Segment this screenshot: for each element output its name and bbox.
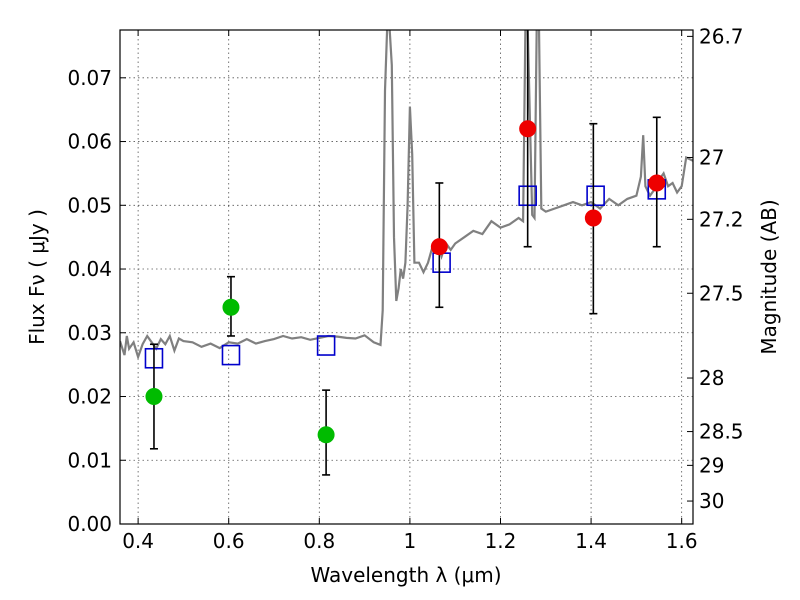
y-tick-label: 0.07 xyxy=(67,66,112,90)
y-tick-label: 0.04 xyxy=(67,257,112,281)
x-tick-label: 1.4 xyxy=(575,529,607,553)
right-tick-label: 27.5 xyxy=(699,281,744,305)
right-tick-label: 29 xyxy=(699,453,724,477)
y-axis-right-label: Magnitude (AB) xyxy=(757,199,781,354)
detection-point xyxy=(145,388,163,406)
x-axis-label: Wavelength λ (μm) xyxy=(310,563,501,587)
model-square xyxy=(221,344,241,366)
right-tick-label: 26.7 xyxy=(699,24,744,48)
detection-point xyxy=(584,209,602,227)
detection-point xyxy=(430,238,448,256)
photometry-layer xyxy=(144,30,667,476)
y-tick-label: 0.03 xyxy=(67,321,112,345)
spectrum-layer xyxy=(120,30,693,361)
axis-ticks: 0.4 0.6 0.8 1 1.2 1.4 1.6 0.00 0.01 0.02 0.03 0.04 0… xyxy=(67,24,743,553)
right-tick-label: 30 xyxy=(699,489,724,513)
detection-point xyxy=(648,174,666,192)
y-tick-label: 0.01 xyxy=(67,448,112,472)
x-tick-label: 1.6 xyxy=(666,529,698,553)
right-tick-label: 28 xyxy=(699,366,724,390)
x-tick-label: 0.6 xyxy=(213,529,245,553)
grid-lines xyxy=(120,30,693,525)
x-tick-label: 1 xyxy=(404,529,417,553)
model-square xyxy=(316,335,336,356)
x-tick-label: 0.8 xyxy=(303,529,335,553)
model-square xyxy=(586,185,605,207)
y-tick-label: 0.02 xyxy=(67,385,112,409)
detection-point xyxy=(519,120,537,138)
right-tick-label: 28.5 xyxy=(699,420,744,444)
detection-point xyxy=(222,298,240,316)
y-axis-label: Flux Fν ( μJy ) xyxy=(25,209,49,345)
x-tick-label: 0.4 xyxy=(122,529,154,553)
detection-point xyxy=(317,426,335,444)
y-tick-label: 0.00 xyxy=(67,512,112,536)
y-tick-label: 0.05 xyxy=(67,193,112,217)
x-tick-label: 1.2 xyxy=(485,529,517,553)
right-tick-label: 27.2 xyxy=(699,207,744,231)
spectrum-line xyxy=(120,30,693,361)
right-tick-label: 27 xyxy=(699,145,724,169)
y-tick-label: 0.06 xyxy=(67,130,112,154)
plot-frame xyxy=(119,29,694,525)
